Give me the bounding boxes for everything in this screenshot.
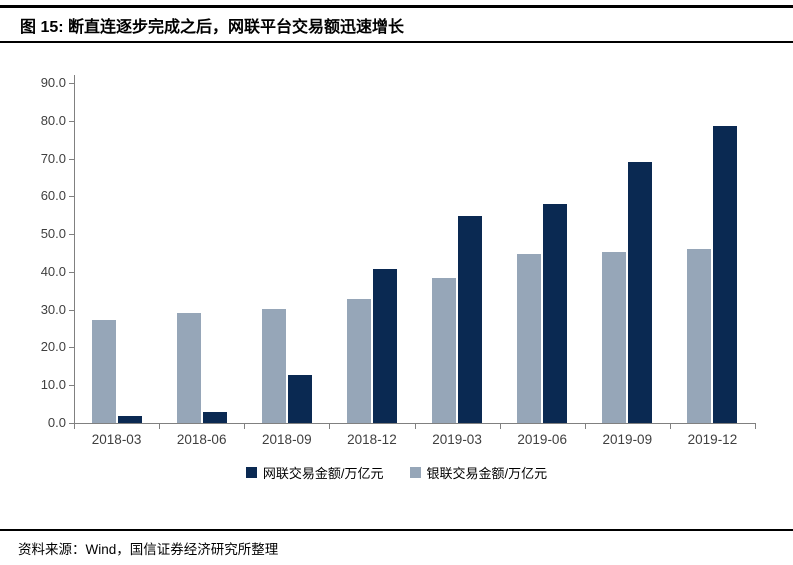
legend-swatch-icon	[409, 467, 421, 478]
bar-netsunion	[628, 162, 653, 423]
y-axis-tick	[69, 271, 74, 273]
legend-item: 网联交易金额/万亿元	[245, 463, 384, 482]
y-axis-tick	[69, 347, 74, 349]
figure-title: 图 15: 断直连逐步完成之后，网联平台交易额迅速增长	[20, 19, 405, 36]
y-axis-tick	[69, 83, 74, 84]
y-axis-tick-label: 80.0	[40, 112, 66, 128]
bar-unionpay	[176, 312, 201, 423]
x-axis-category-label: 2019-06	[517, 432, 567, 447]
bar-netsunion	[713, 126, 738, 423]
legend-swatch-icon	[245, 467, 257, 478]
x-axis-tick	[584, 424, 586, 429]
x-axis-tick	[159, 424, 161, 429]
x-axis-category-label: 2018-09	[262, 432, 312, 447]
y-axis-tick-label: 20.0	[40, 339, 66, 355]
legend-label: 网联交易金额/万亿元	[262, 466, 384, 481]
y-axis-tick	[69, 196, 74, 198]
chart-legend: 网联交易金额/万亿元 银联交易金额/万亿元	[0, 463, 793, 482]
bar-unionpay	[432, 278, 457, 423]
legend-label: 银联交易金额/万亿元	[426, 466, 548, 481]
bar-netsunion	[287, 375, 312, 423]
bar-unionpay	[687, 249, 712, 423]
x-axis-category-label: 2018-06	[176, 432, 227, 447]
x-axis-tick	[414, 424, 416, 429]
y-axis-tick-label: 30.0	[40, 301, 66, 317]
bar-netsunion	[543, 204, 568, 423]
bar-netsunion	[458, 216, 483, 423]
y-axis-line	[74, 75, 75, 424]
x-axis-category-label: 2019-09	[602, 432, 653, 447]
x-axis-category-label: 2019-03	[432, 432, 482, 447]
bar-unionpay	[517, 254, 542, 423]
y-axis-tick-label: 0.0	[47, 415, 66, 430]
x-axis-category-label: 2019-12	[687, 432, 738, 447]
x-axis-category-label: 2018-03	[91, 432, 142, 447]
y-axis-tick-label: 50.0	[40, 226, 66, 242]
top-rule	[0, 5, 793, 8]
x-axis-line	[74, 423, 756, 424]
x-axis-tick	[669, 424, 671, 429]
y-axis-tick	[69, 309, 74, 311]
bar-unionpay	[91, 320, 116, 423]
x-axis-tick	[499, 424, 501, 429]
bar-unionpay	[602, 252, 627, 423]
source-note: 资料来源：Wind，国信证券经济研究所整理	[18, 542, 279, 557]
bar-netsunion	[117, 416, 142, 423]
x-axis-category-label: 2018-12	[347, 432, 397, 447]
y-axis-tick	[69, 120, 74, 122]
x-axis-tick	[329, 424, 331, 429]
bar-unionpay	[261, 308, 286, 423]
y-axis-tick-label: 70.0	[40, 150, 66, 166]
y-axis-tick	[69, 158, 74, 160]
x-axis-tick	[74, 424, 75, 429]
y-axis-tick-label: 40.0	[40, 263, 66, 279]
bar-unionpay	[346, 299, 371, 423]
y-axis-tick-label: 90.0	[40, 75, 66, 90]
bar-netsunion	[202, 412, 227, 423]
y-axis-tick	[69, 423, 74, 424]
y-axis-tick	[69, 385, 74, 387]
bar-netsunion	[372, 269, 397, 423]
title-divider-rule	[0, 41, 793, 43]
legend-item: 银联交易金额/万亿元	[409, 463, 548, 482]
bar-chart: 0.0 10.0 20.0 30.0 40.0 50.0 60.0 70.0 80.0 90.0 2…	[0, 50, 793, 510]
x-axis-tick	[244, 424, 246, 429]
y-axis-tick	[69, 234, 74, 236]
y-axis-tick-label: 10.0	[40, 377, 66, 393]
y-axis-tick-label: 60.0	[40, 188, 66, 204]
footer-divider-rule	[0, 529, 793, 531]
x-axis-tick	[755, 424, 756, 429]
